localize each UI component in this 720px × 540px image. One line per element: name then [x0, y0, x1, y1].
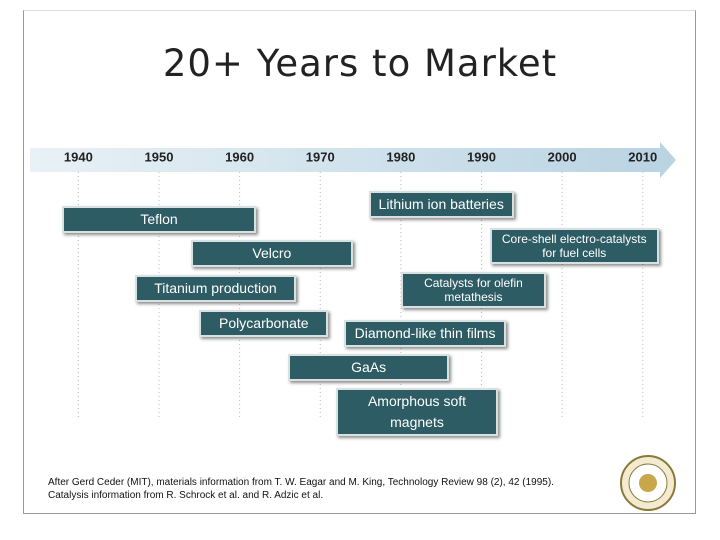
x-tick-label: 2000 — [548, 149, 577, 164]
timeline-bar: Lithium ion batteries — [368, 191, 514, 218]
time-axis — [30, 142, 676, 178]
timeline-bar: Core-shell electro-catalysts for fuel ce… — [489, 228, 659, 264]
slide-frame — [23, 10, 696, 514]
timeline-bar: Diamond-like thin films — [344, 320, 506, 347]
x-tick-label: 1980 — [386, 149, 415, 164]
x-tick-label: 1960 — [225, 149, 254, 164]
x-tick-label: 2010 — [628, 149, 657, 164]
title: 20+ Years to Market — [162, 42, 558, 85]
seal-center — [639, 474, 657, 492]
x-tick-label: 1950 — [145, 149, 174, 164]
timeline-bar: GaAs — [288, 354, 450, 381]
timeline-bar: Polycarbonate — [199, 310, 329, 337]
timeline-bar: Teflon — [62, 206, 256, 233]
x-tick-label: 1970 — [306, 149, 335, 164]
timeline-bar: Titanium production — [134, 275, 297, 302]
x-tick-label: 1940 — [64, 149, 93, 164]
footnote: Catalysis information from R. Schrock et… — [48, 490, 324, 501]
footnote: After Gerd Ceder (MIT), materials inform… — [48, 477, 554, 488]
timeline-bar: Catalysts for olefin metathesis — [400, 272, 546, 308]
timeline-bar: Amorphous soft magnets — [336, 388, 498, 436]
timeline-bar: Velcro — [191, 240, 353, 267]
x-tick-label: 1990 — [467, 149, 496, 164]
